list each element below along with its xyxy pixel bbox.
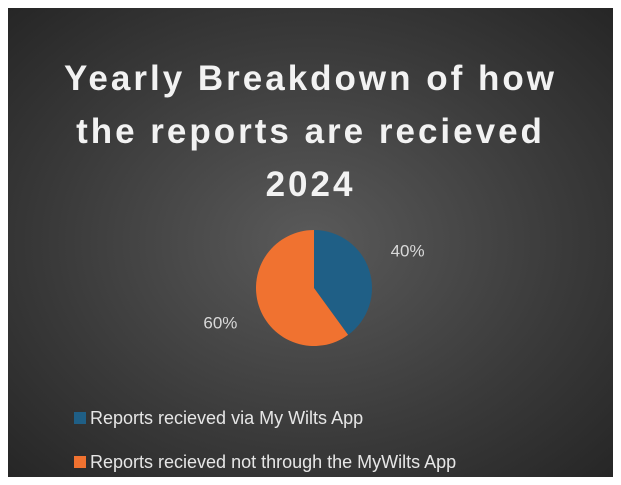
legend: Reports recieved via My Wilts App Reports… xyxy=(74,396,456,477)
chart: Yearly Breakdown of how the reports are … xyxy=(8,8,613,477)
pie-slice xyxy=(314,230,372,335)
legend-label: Reports recieved not through the MyWilts… xyxy=(90,451,457,472)
legend-label: Reports recieved via My Wilts App xyxy=(90,407,364,428)
legend-swatch xyxy=(74,412,86,424)
data-label: 40% xyxy=(391,242,425,261)
legend-item: Reports recieved via My Wilts App xyxy=(74,396,456,440)
legend-item: Reports recieved not through the MyWilts… xyxy=(74,440,456,477)
pie-slice xyxy=(255,230,349,347)
pie-area: 40% 60% xyxy=(203,230,425,347)
legend-swatch xyxy=(74,456,86,468)
chart-title: Yearly Breakdown of how the reports are … xyxy=(64,59,557,204)
data-label: 60% xyxy=(203,313,237,332)
